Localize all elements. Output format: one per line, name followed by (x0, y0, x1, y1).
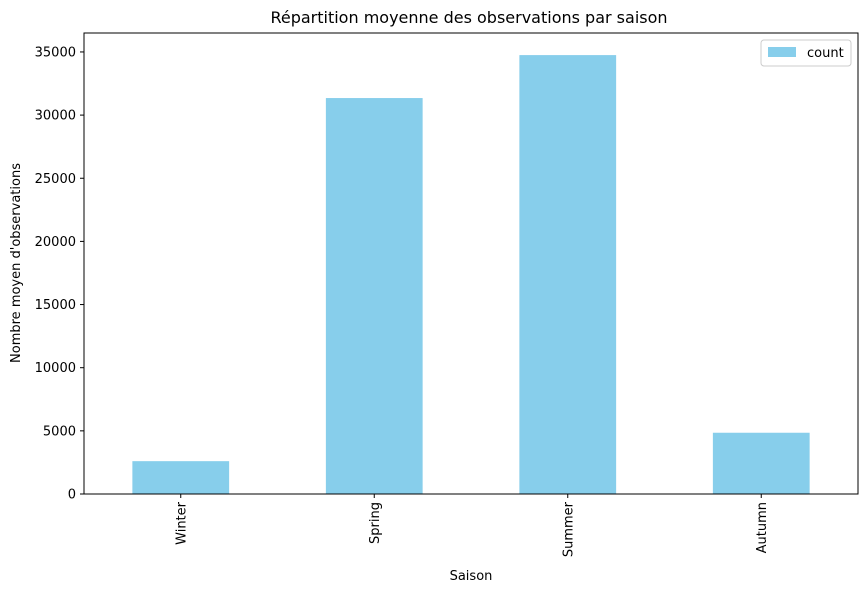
bar-summer (519, 55, 617, 494)
chart-title: Répartition moyenne des observations par… (270, 8, 667, 27)
bars-group (132, 55, 810, 495)
x-axis-ticks: Winter Spring Summer Autumn (174, 494, 770, 557)
y-tick-label: 5000 (43, 424, 76, 439)
y-tick-label: 35000 (35, 45, 76, 60)
y-tick-label: 15000 (35, 298, 76, 313)
bar-autumn (712, 432, 810, 494)
y-tick-label: 0 (68, 488, 76, 503)
x-tick-label: Winter (174, 501, 189, 545)
legend-frame (760, 39, 852, 67)
plot-frame (83, 32, 859, 495)
x-tick-label: Spring (368, 502, 383, 544)
x-tick-label: Summer (561, 501, 576, 557)
y-tick-label: 30000 (35, 109, 76, 124)
legend: count (760, 39, 852, 67)
bar-winter (132, 461, 230, 494)
x-tick-label: Autumn (755, 502, 770, 553)
x-axis-title: Saison (450, 569, 493, 584)
legend-swatch (768, 47, 796, 57)
y-axis-title: Nombre moyen d'observations (9, 163, 24, 363)
y-axis-ticks: 0 5000 10000 15000 20000 25000 30000 35000 (35, 45, 84, 503)
bar-spring (325, 98, 423, 495)
legend-label: count (807, 46, 844, 61)
y-tick-label: 10000 (35, 361, 76, 376)
y-tick-label: 20000 (35, 235, 76, 250)
y-tick-label: 25000 (35, 172, 76, 187)
